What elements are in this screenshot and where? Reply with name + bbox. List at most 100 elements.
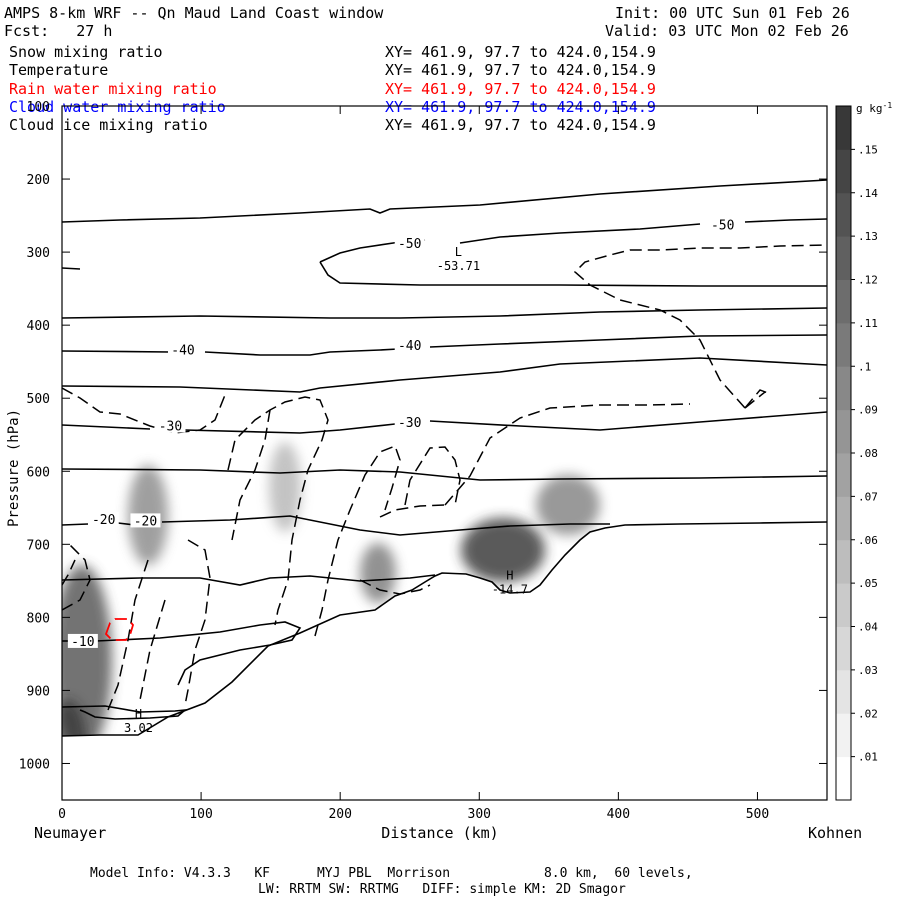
extremum-marker: H	[506, 568, 513, 582]
colorbar-swatch	[836, 496, 851, 541]
colorbar-swatch	[836, 366, 851, 411]
isotherm-line	[184, 423, 396, 434]
colorbar-tick-label: .13	[858, 230, 878, 243]
colorbar-tick-label: .04	[858, 621, 878, 634]
snow-maximum	[536, 475, 600, 535]
y-tick-label: 1000	[19, 757, 50, 772]
colorbar-swatch	[836, 539, 851, 584]
label-backdrop	[130, 513, 161, 528]
y-tick-label: 400	[27, 319, 50, 334]
x-tick-label: 300	[468, 807, 491, 822]
label-backdrop	[168, 342, 199, 357]
colorbar-tick-label: .06	[858, 534, 878, 547]
legend-temperature-label: Temperature	[9, 61, 109, 79]
x-tick-label: 400	[607, 807, 630, 822]
valid-time: Valid: 03 UTC Mon 02 Feb 26	[605, 22, 849, 40]
colorbar-unit-base: g kg	[856, 102, 883, 115]
temperature-label: -20	[134, 514, 157, 529]
y-tick-label: 200	[27, 173, 50, 188]
extremum-value: 3.02	[124, 721, 153, 735]
colorbar-tick-label: .11	[858, 317, 878, 330]
isotherm-line	[429, 334, 827, 348]
legend-rain-xy: XY= 461.9, 97.7 to 424.0,154.9	[385, 80, 656, 98]
temperature-label: -50	[398, 237, 421, 252]
legend-temperature-xy: XY= 461.9, 97.7 to 424.0,154.9	[385, 61, 656, 79]
isotherm-line	[62, 307, 827, 319]
y-axis: 100 200 300 400 500 600 700 800 900 1000	[19, 100, 827, 772]
snow-maximum	[269, 442, 301, 532]
isotherm-line	[62, 179, 827, 223]
snow-maximum	[360, 543, 396, 603]
snow-maximum	[461, 518, 545, 582]
colorbar-swatch	[836, 149, 851, 194]
x-axis-label: Distance (km)	[381, 824, 498, 842]
isotherm-line	[62, 468, 827, 481]
label-backdrop	[394, 338, 425, 353]
x-tick-label: 0	[58, 807, 66, 822]
colorbar-swatch	[836, 409, 851, 454]
label-backdrop	[394, 235, 425, 250]
isotherm-line	[62, 350, 171, 353]
colorbar-tick-label: .05	[858, 577, 878, 590]
rain-water-line	[104, 618, 135, 641]
isotherm-line	[62, 523, 89, 526]
isotherm-line	[62, 267, 81, 270]
left-endpoint-label: Neumayer	[34, 824, 106, 842]
colorbar-swatch	[836, 453, 851, 497]
x-tick-label: 100	[189, 807, 212, 822]
label-backdrop	[707, 217, 738, 232]
x-tick-label: 500	[746, 807, 769, 822]
colorbar-unit: g kg-1	[856, 101, 892, 115]
cloud-ice-line	[62, 544, 91, 611]
chart-title: AMPS 8-km WRF -- Qn Maud Land Coast wind…	[4, 4, 384, 22]
colorbar-swatch	[836, 713, 851, 758]
cloud-ice-line	[359, 579, 431, 595]
cloud-ice-line	[444, 403, 691, 506]
legend-cloud-ice-xy: XY= 461.9, 97.7 to 424.0,154.9	[385, 116, 656, 134]
cloud-ice-line	[404, 446, 461, 506]
extremum-marker: H	[135, 707, 142, 721]
legend-cloud-ice-label: Cloud ice mixing ratio	[9, 116, 208, 134]
isotherm-line	[429, 411, 827, 431]
colorbar-swatch	[836, 669, 851, 714]
y-tick-label: 100	[27, 100, 50, 115]
label-backdrop	[88, 511, 119, 526]
init-time: Init: 00 UTC Sun 01 Feb 26	[615, 4, 850, 22]
cloud-ice-line	[744, 389, 769, 409]
colorbar-tick-label: .08	[858, 447, 878, 460]
physics-info: LW: RRTM SW: RRTMG DIFF: simple KM: 2D S…	[258, 882, 626, 897]
legend-snow-label: Snow mixing ratio	[9, 43, 163, 61]
cloud-ice-line	[139, 599, 166, 701]
colorbar-swatch	[836, 236, 851, 280]
temperature-label: -30	[159, 419, 182, 434]
temperature-label: -40	[398, 339, 421, 354]
y-axis-label: Pressure (hPa)	[6, 409, 22, 527]
colorbar-tick-label: .07	[858, 490, 878, 503]
x-tick-label: 200	[328, 807, 351, 822]
legend-snow-xy: XY= 461.9, 97.7 to 424.0,154.9	[385, 43, 656, 61]
y-tick-label: 700	[27, 538, 50, 553]
isotherm-line	[62, 424, 151, 430]
colorbar-swatch	[836, 322, 851, 367]
colorbar-tick-label: .15	[858, 143, 878, 156]
legend-cloud-water-label: Cloud water mixing ratio	[9, 98, 226, 116]
isotherm-line	[459, 223, 701, 244]
extremum-value: -53.71	[437, 259, 480, 273]
cloud-ice-contours	[62, 244, 827, 711]
cloud-ice-line	[184, 539, 211, 706]
temperature-label: -40	[171, 343, 194, 358]
colorbar: .01 .02 .03 .04 .05 .06 .07 .08 .09 .1 .11 .12 .13 .1…	[835, 105, 878, 801]
colorbar-tick-label: .01	[858, 751, 878, 764]
temperature-label: -10	[71, 635, 94, 650]
terrain-mask	[62, 522, 827, 800]
model-info: Model Info: V4.3.3 KF MYJ PBL Morrison 8…	[90, 866, 693, 881]
isotherm-line	[204, 348, 399, 356]
rain-water-contour	[104, 618, 135, 641]
colorbar-swatch	[836, 756, 851, 801]
isotherm-line	[161, 515, 610, 536]
temperature-label: -50	[711, 219, 734, 234]
colorbar-tick-label: .14	[858, 187, 878, 200]
colorbar-swatch	[836, 192, 851, 237]
colorbar-tick-label: .1	[858, 360, 871, 373]
